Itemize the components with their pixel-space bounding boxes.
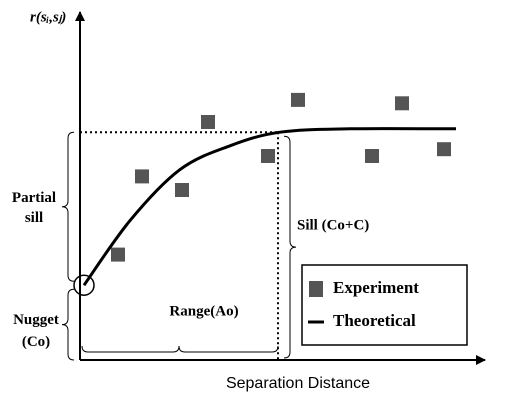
legend-label: Theoretical — [333, 311, 416, 330]
legend — [301, 264, 468, 346]
theoretical-curve — [82, 127, 457, 287]
nugget-label: Nugget — [13, 312, 59, 328]
nugget-brace — [61, 288, 75, 361]
experiment-point — [365, 149, 379, 163]
nugget-marker — [73, 274, 95, 296]
legend-label: Experiment — [333, 278, 419, 297]
range-label: Range(Ao) — [169, 303, 238, 319]
partial-sill-label: sill — [25, 210, 43, 226]
experiment-point — [291, 92, 305, 107]
experiment-point — [437, 142, 451, 157]
legend-swatch — [309, 281, 323, 297]
partial-sill-label: Partial — [12, 190, 56, 206]
experiment-point — [135, 169, 149, 184]
y-axis-label: r(sᵢ,sⱼ) — [30, 9, 66, 25]
nugget-label: (Co) — [22, 334, 50, 350]
experiment-point — [111, 247, 125, 262]
experiment-point — [201, 115, 215, 129]
partial-sill-brace — [61, 131, 75, 282]
experiment-point — [395, 96, 409, 111]
x-axis-label: Separation Distance — [226, 375, 370, 392]
sill-label: Sill (Co+C) — [297, 218, 369, 234]
sill-brace — [283, 135, 297, 359]
experiment-point — [175, 183, 189, 197]
experiment-point — [261, 149, 275, 163]
range-brace — [81, 345, 279, 353]
